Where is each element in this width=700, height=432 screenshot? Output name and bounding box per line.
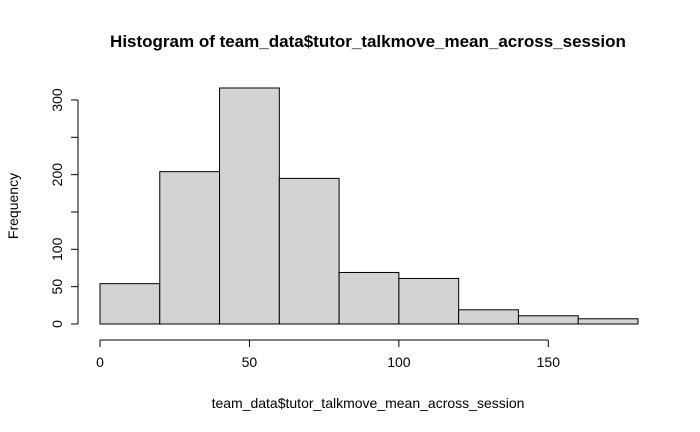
x-axis: 0 50 100 150 bbox=[96, 339, 561, 370]
x-tick-label-1: 50 bbox=[242, 354, 258, 370]
x-tick-label-2: 100 bbox=[387, 354, 411, 370]
y-tick-label-1: 50 bbox=[49, 279, 65, 295]
histogram-bar-8 bbox=[577, 318, 639, 325]
histogram-bar-1 bbox=[159, 171, 221, 325]
x-axis-label: team_data$tutor_talkmove_mean_across_ses… bbox=[212, 395, 525, 411]
y-axis: 0 50 100 200 300 bbox=[49, 88, 79, 328]
histogram-bar-0 bbox=[99, 283, 161, 325]
y-tick-label-2: 100 bbox=[49, 237, 65, 261]
chart-title: Histogram of team_data$tutor_talkmove_me… bbox=[110, 32, 626, 51]
histogram-bar-2 bbox=[219, 87, 280, 325]
x-tick-label-3: 150 bbox=[537, 354, 561, 370]
histogram-bar-5 bbox=[398, 277, 460, 325]
x-tick-label-0: 0 bbox=[96, 354, 104, 370]
histogram-bar-4 bbox=[338, 271, 400, 325]
y-tick-label-4: 300 bbox=[49, 88, 65, 112]
histogram-bar-6 bbox=[458, 309, 519, 325]
histogram-bar-3 bbox=[278, 177, 340, 325]
y-tick-label-3: 200 bbox=[49, 163, 65, 187]
histogram-bar-7 bbox=[517, 315, 579, 325]
y-axis-label: Frequency bbox=[5, 173, 21, 239]
bars-group bbox=[99, 87, 639, 325]
y-tick-label-0: 0 bbox=[49, 320, 65, 328]
